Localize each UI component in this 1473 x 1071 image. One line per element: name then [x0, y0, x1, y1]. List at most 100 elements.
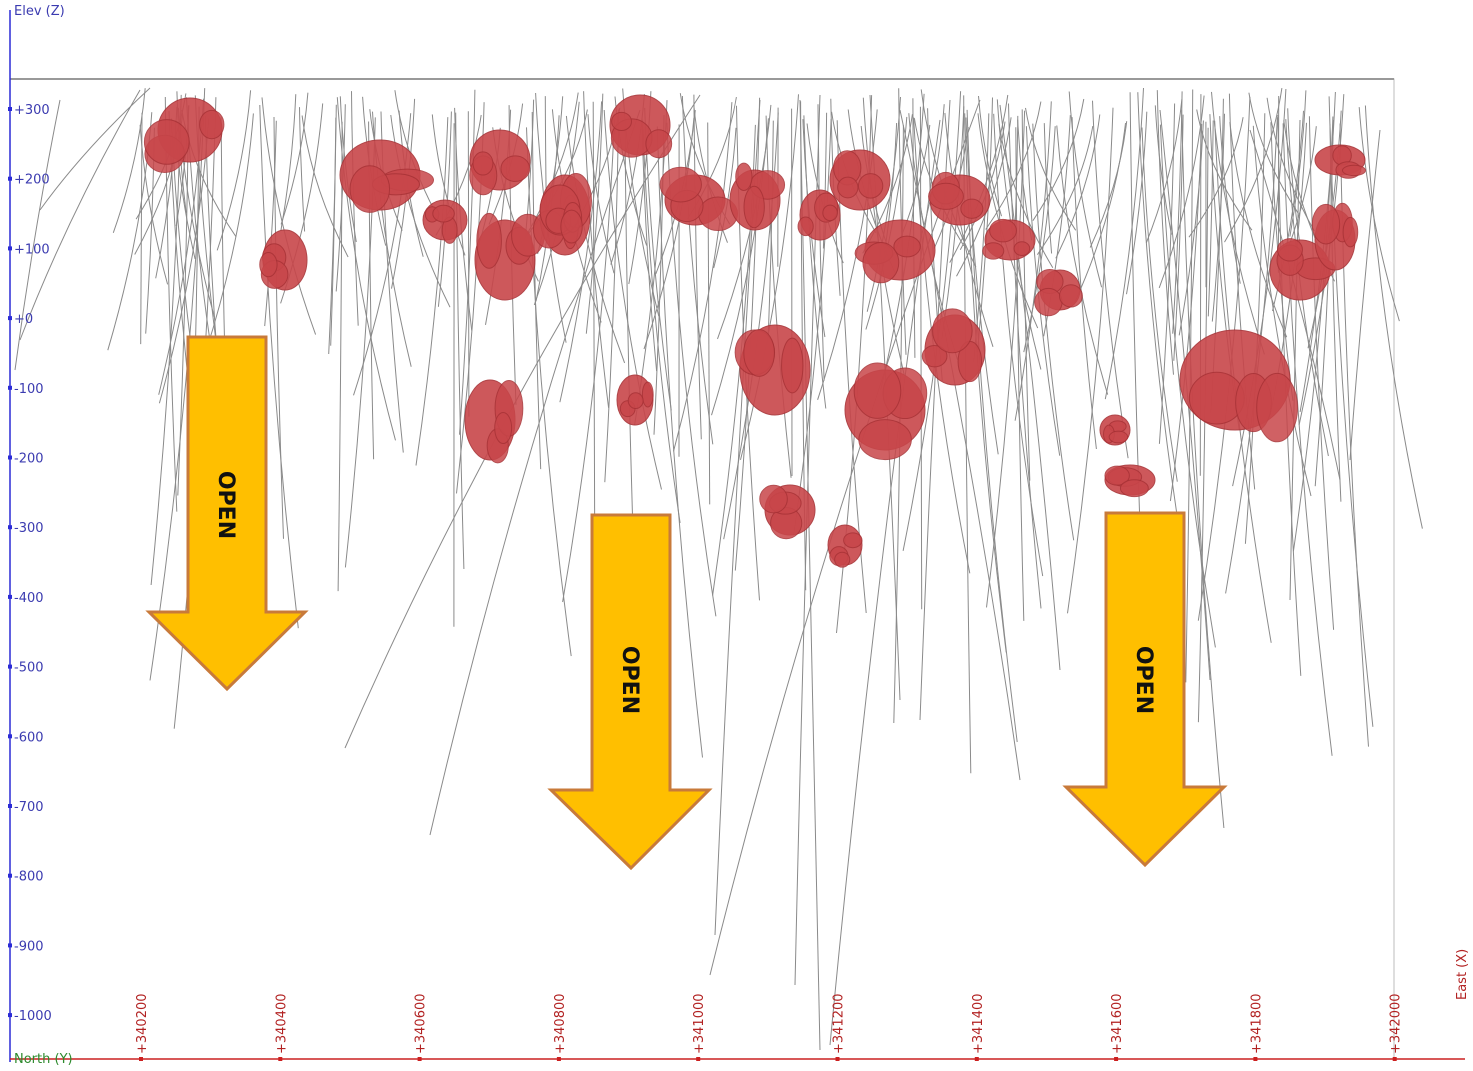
z-tick-mark — [8, 246, 12, 251]
arrow-shape — [1062, 511, 1228, 868]
drill-trace-deep — [429, 109, 641, 836]
ore-body-fragment — [432, 204, 455, 223]
z-tick-mark — [8, 594, 12, 599]
drill-trace-deep — [1249, 129, 1341, 481]
ore-body-fragment — [853, 362, 902, 419]
ore-body-fragment — [1104, 465, 1130, 486]
open-arrow: OPEN — [547, 513, 713, 871]
drill-trace — [803, 115, 827, 409]
z-tick-label: +300 — [14, 103, 50, 118]
drill-trace-deep — [39, 87, 151, 211]
drill-trace — [1008, 103, 1042, 609]
drill-trace — [642, 119, 681, 523]
drill-trace — [1328, 96, 1374, 727]
drill-trace — [1104, 87, 1144, 400]
ore-body-fragment — [1034, 287, 1063, 317]
drill-trace — [459, 89, 476, 435]
ore-body-fragment — [494, 412, 513, 445]
drill-trace — [1244, 113, 1266, 544]
x-tick-label: +341800 — [1249, 993, 1264, 1054]
drill-trace — [1137, 92, 1177, 512]
z-tick-mark — [8, 176, 12, 181]
x-tick-mark — [417, 1057, 422, 1061]
arrow-shape — [145, 335, 309, 692]
z-tick-mark — [8, 525, 12, 530]
z-tick-mark — [8, 316, 12, 321]
x-tick-label: +340200 — [135, 993, 150, 1054]
ore-body-fragment — [560, 209, 583, 244]
ore-body-fragment — [472, 151, 494, 176]
drill-trace — [1224, 88, 1283, 243]
z-tick-mark — [8, 734, 12, 739]
drill-trace-deep — [999, 104, 1061, 671]
ore-body-fragment — [1342, 216, 1359, 248]
drill-trace — [264, 120, 277, 327]
drill-trace — [455, 112, 465, 570]
drill-trace — [585, 93, 604, 334]
z-tick-label: -800 — [14, 870, 44, 885]
drill-trace — [1292, 116, 1334, 552]
drill-trace — [793, 118, 832, 536]
ore-body-fragment — [797, 216, 814, 237]
drill-trace — [1156, 90, 1174, 375]
x-tick-mark — [1253, 1057, 1258, 1061]
drill-trace — [1068, 91, 1103, 288]
drill-trace — [1181, 109, 1225, 829]
ore-body-fragment — [921, 345, 948, 368]
ore-body-fragment — [928, 182, 964, 210]
z-axis-ticks: +300 +200 +100 +0 -100 -200 -300 -400 -500 -600 -7… — [8, 103, 52, 1024]
drill-trace — [1015, 127, 1025, 621]
ore-body-fragment — [743, 329, 775, 377]
drill-trace — [965, 117, 999, 455]
drill-trace — [299, 107, 306, 232]
ore-body-fragment — [259, 252, 278, 278]
ore-body-fragment — [1311, 203, 1341, 245]
drill-trace — [1032, 123, 1075, 541]
drill-trace — [280, 92, 309, 225]
z-tick-label: -500 — [14, 661, 44, 676]
open-arrow: OPEN — [1062, 511, 1228, 868]
drill-trace — [467, 111, 470, 417]
drill-trace — [351, 91, 359, 326]
x-tick-mark — [835, 1057, 840, 1061]
drill-trace — [337, 121, 343, 592]
drill-trace — [1154, 105, 1172, 235]
drill-trace — [587, 114, 615, 274]
ore-body-fragment — [611, 111, 632, 132]
drill-trace-deep — [19, 89, 141, 341]
drill-trace — [390, 114, 451, 308]
drill-trace — [1067, 107, 1114, 614]
ore-body-fragment — [893, 235, 921, 258]
z-tick-label: +100 — [14, 242, 50, 257]
drill-trace — [707, 122, 711, 505]
ore-body-fragment — [862, 242, 900, 284]
y-axis-label: North (Y) — [14, 1052, 73, 1067]
drill-trace — [1364, 105, 1423, 529]
drill-trace — [1358, 107, 1400, 322]
drill-trace — [1282, 123, 1333, 756]
z-tick-mark — [8, 455, 12, 460]
drill-trace — [1036, 126, 1094, 255]
z-tick-mark — [8, 943, 12, 948]
z-tick-mark — [8, 804, 12, 808]
drill-trace — [604, 109, 620, 483]
drill-trace — [1056, 125, 1109, 395]
x-tick-mark — [1392, 1057, 1397, 1061]
drill-trace — [330, 117, 337, 346]
drill-trace — [149, 88, 206, 681]
ore-body-fragment — [843, 532, 863, 549]
x-tick-mark — [556, 1057, 561, 1061]
ore-body-fragment — [476, 212, 502, 269]
x-axis-ticks: +340200 +340400 +340600 +340800 +341000 +3412… — [135, 993, 1404, 1061]
ore-body-fragment — [781, 337, 804, 394]
drill-trace — [956, 117, 1012, 277]
drill-trace — [280, 94, 297, 231]
drill-trace — [301, 115, 349, 258]
ore-body-fragment — [759, 484, 788, 514]
x-tick-mark — [139, 1057, 143, 1061]
drill-trace — [431, 114, 466, 256]
x-tick-label: +341600 — [1110, 993, 1125, 1054]
drill-trace — [713, 127, 737, 269]
drill-trace — [259, 104, 299, 629]
ore-body-fragment — [1058, 284, 1083, 308]
